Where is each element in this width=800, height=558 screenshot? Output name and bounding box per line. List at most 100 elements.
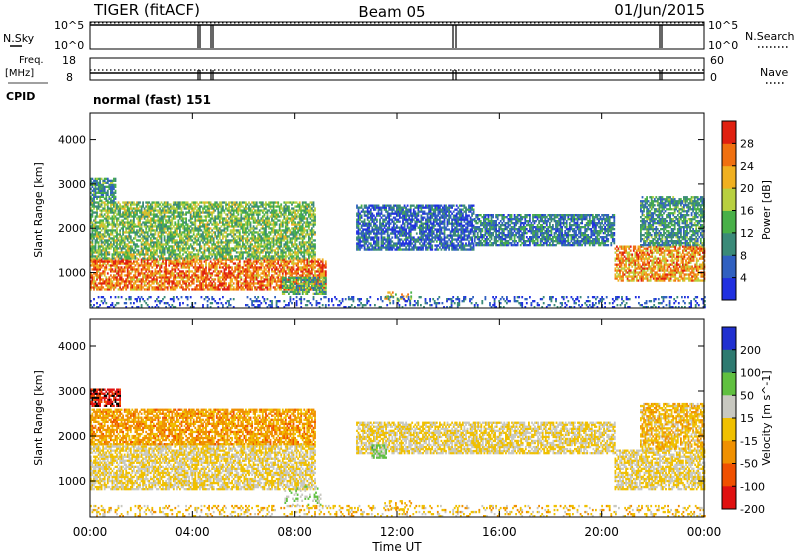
power-cell — [245, 280, 247, 282]
power-cell — [199, 241, 201, 243]
power-cell — [311, 213, 313, 215]
power-cell — [245, 201, 247, 203]
power-cell — [262, 215, 264, 217]
power-cell — [127, 219, 129, 221]
power-cell — [214, 247, 216, 249]
power-cell — [288, 221, 290, 223]
power-cell — [210, 284, 212, 286]
power-cell — [131, 276, 133, 278]
power-cell — [174, 284, 176, 286]
power-cell — [217, 243, 219, 245]
power-cell — [320, 266, 322, 268]
power-cell — [262, 249, 264, 251]
power-cell — [225, 284, 227, 286]
power-cell — [202, 221, 204, 223]
power-cell — [135, 270, 137, 272]
power-cell — [174, 253, 176, 255]
power-cell — [231, 268, 233, 270]
power-cell — [148, 205, 150, 207]
power-cell — [190, 231, 192, 233]
power-cell — [144, 282, 146, 284]
power-cell — [153, 280, 155, 282]
power-cell — [210, 286, 212, 288]
power-cell — [190, 213, 192, 215]
power-cell — [221, 203, 223, 205]
power-cell — [153, 255, 155, 257]
power-cell — [296, 274, 298, 276]
power-cell — [171, 270, 173, 272]
power-cell — [153, 233, 155, 235]
power-cell — [194, 207, 196, 209]
power-cell — [196, 205, 198, 207]
power-cell — [179, 270, 181, 272]
power-cell — [131, 255, 133, 257]
power-cell — [262, 233, 264, 235]
power-cell — [316, 260, 318, 262]
power-cell — [167, 229, 169, 231]
power-cell — [290, 253, 292, 255]
power-cell — [276, 282, 278, 284]
power-cell — [199, 209, 201, 211]
power-cell — [179, 286, 181, 288]
power-cell — [306, 223, 308, 225]
power-cell — [280, 213, 282, 215]
power-cell — [108, 239, 110, 241]
power-cell — [101, 243, 103, 245]
power-cell — [144, 284, 146, 286]
power-cell — [119, 211, 121, 213]
power-cell — [158, 270, 160, 272]
power-cell — [153, 274, 155, 276]
power-cell — [236, 239, 238, 241]
power-cell — [242, 286, 244, 288]
power-cell — [214, 286, 216, 288]
power-cell — [224, 274, 226, 276]
power-cell — [288, 235, 290, 237]
power-cell — [276, 241, 278, 243]
power-cell — [188, 227, 190, 229]
power-cell — [173, 213, 175, 215]
power-cell — [150, 221, 152, 223]
power-cell — [119, 209, 121, 211]
power-cell — [122, 280, 124, 282]
power-cell — [139, 221, 141, 223]
power-cell — [208, 223, 210, 225]
power-cell — [262, 227, 264, 229]
power-cell — [188, 255, 190, 257]
power-cell — [147, 253, 149, 255]
power-cell — [228, 243, 230, 245]
power-cell — [148, 280, 150, 282]
power-cell — [190, 243, 192, 245]
power-cell — [179, 227, 181, 229]
power-cell — [92, 233, 94, 235]
power-cell — [127, 270, 129, 272]
power-cell — [190, 211, 192, 213]
power-cell — [306, 241, 308, 243]
power-cell — [139, 235, 141, 237]
power-cell — [303, 253, 305, 255]
power-cell — [237, 282, 239, 284]
power-cell — [325, 274, 327, 276]
power-cell — [297, 266, 299, 268]
power-cell — [287, 243, 289, 245]
power-cell — [268, 268, 270, 270]
power-cell — [96, 260, 98, 262]
power-cell — [188, 207, 190, 209]
power-cell — [259, 251, 261, 253]
power-cell — [317, 260, 319, 262]
power-cell — [165, 205, 167, 207]
power-cell — [214, 257, 216, 259]
power-cell — [267, 286, 269, 288]
power-cell — [262, 257, 264, 259]
power-cell — [314, 245, 316, 247]
power-cell — [135, 255, 137, 257]
power-cell — [150, 231, 152, 233]
power-cell — [254, 276, 256, 278]
power-cell — [153, 253, 155, 255]
power-cell — [196, 276, 198, 278]
power-cell — [112, 280, 114, 282]
power-cell — [280, 278, 282, 280]
power-cell — [240, 219, 242, 221]
power-cell — [237, 288, 239, 290]
power-cell — [165, 276, 167, 278]
power-cell — [283, 215, 285, 217]
